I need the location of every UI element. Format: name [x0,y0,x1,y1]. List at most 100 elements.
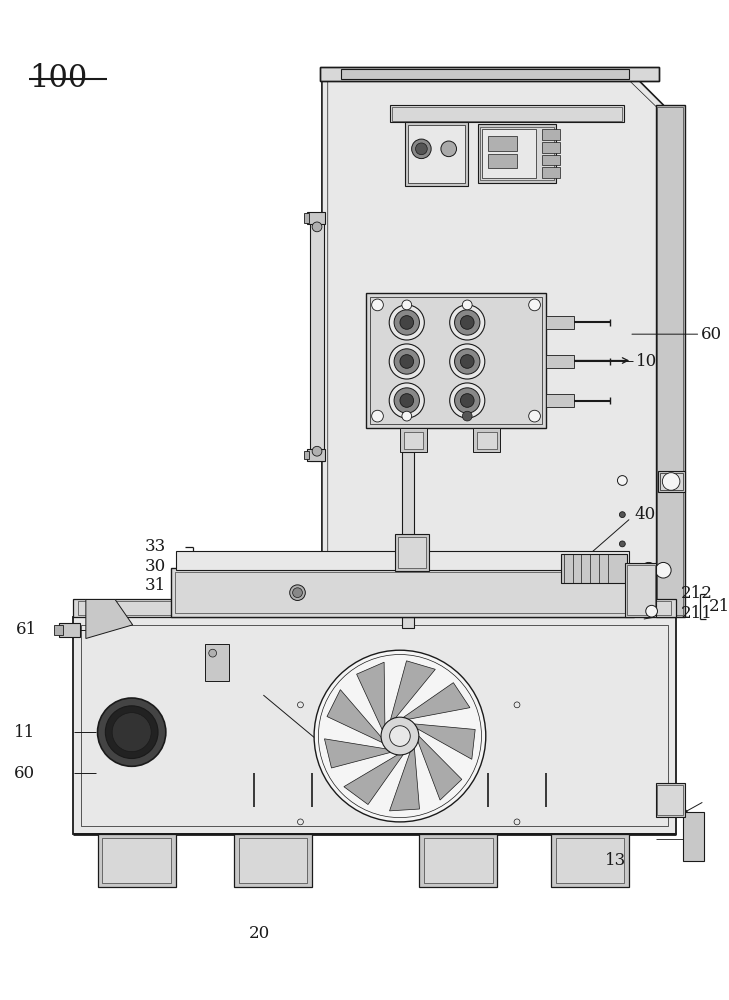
Bar [546,355,574,368]
Bar [477,432,496,449]
Text: 21: 21 [709,598,729,615]
Text: 60: 60 [14,765,35,782]
Bar [307,212,325,224]
Polygon shape [86,599,133,639]
Bar [98,834,176,887]
Bar [304,451,309,459]
Text: 30: 30 [144,558,165,575]
Bar [658,471,685,492]
Text: 100: 100 [29,63,87,94]
Polygon shape [344,755,403,805]
Circle shape [312,446,322,456]
Circle shape [450,383,485,418]
Bar [102,838,171,883]
Bar [625,563,657,617]
Circle shape [402,411,412,421]
Polygon shape [403,683,470,719]
Bar [171,568,634,617]
Circle shape [529,410,540,422]
Circle shape [381,717,419,755]
Circle shape [450,305,485,340]
Bar [473,428,500,452]
Text: II: II [434,144,440,154]
Bar [175,572,630,613]
Bar [390,105,624,122]
Circle shape [461,355,474,368]
Polygon shape [391,661,435,720]
Bar [398,537,426,568]
Circle shape [402,300,412,310]
Text: 60: 60 [701,326,722,343]
Bar [405,122,468,186]
Polygon shape [418,736,461,800]
Bar [546,394,574,407]
Bar [542,142,560,153]
Bar [658,107,683,615]
Circle shape [412,139,431,159]
Bar [488,154,517,168]
Polygon shape [414,724,475,759]
Text: 11: 11 [14,724,35,741]
Bar [366,293,546,428]
Bar [58,623,80,637]
Bar [542,155,560,165]
Circle shape [292,588,303,598]
Circle shape [641,562,657,578]
Circle shape [400,394,413,407]
Text: 61: 61 [16,621,37,638]
Bar [320,67,660,81]
Circle shape [416,143,427,155]
Circle shape [529,299,540,311]
Circle shape [389,383,424,418]
Circle shape [98,698,165,766]
Circle shape [620,541,625,547]
Circle shape [441,141,456,157]
Circle shape [462,411,472,421]
Polygon shape [327,690,382,743]
Bar [419,834,497,887]
Bar [392,107,623,121]
Circle shape [372,410,383,422]
Bar [627,565,655,615]
Circle shape [389,305,424,340]
Bar [424,838,493,883]
Circle shape [400,316,413,329]
Circle shape [400,355,413,368]
Bar [404,432,424,449]
Bar [234,834,312,887]
Circle shape [106,706,158,758]
Text: 13: 13 [605,852,626,869]
Bar [478,124,556,183]
Circle shape [289,585,305,600]
Circle shape [208,649,217,657]
Bar [658,785,683,815]
Circle shape [461,394,474,407]
Circle shape [112,713,151,752]
Bar [73,617,676,834]
Text: 10: 10 [636,353,658,370]
Bar [239,838,307,883]
Bar [655,783,685,817]
Bar [683,812,704,861]
Circle shape [455,310,480,335]
Circle shape [646,605,658,617]
Text: 31: 31 [144,577,165,594]
Bar [73,599,676,617]
Circle shape [372,299,383,311]
Bar [551,834,629,887]
Bar [176,551,629,570]
Bar [655,105,685,617]
Bar [81,625,668,826]
Circle shape [655,562,671,578]
Bar [546,316,574,329]
Text: 40: 40 [634,506,655,523]
Circle shape [394,388,419,413]
Bar [556,838,624,883]
Polygon shape [322,71,663,617]
Bar [78,601,671,615]
Bar [320,67,660,81]
Bar [400,428,427,452]
Text: 33: 33 [144,538,165,555]
Bar [408,125,465,183]
Circle shape [314,650,486,822]
